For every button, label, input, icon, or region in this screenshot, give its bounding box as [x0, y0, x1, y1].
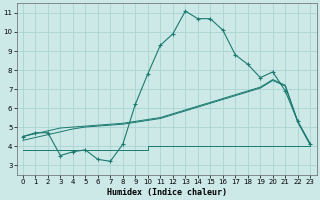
X-axis label: Humidex (Indice chaleur): Humidex (Indice chaleur) [107, 188, 227, 197]
